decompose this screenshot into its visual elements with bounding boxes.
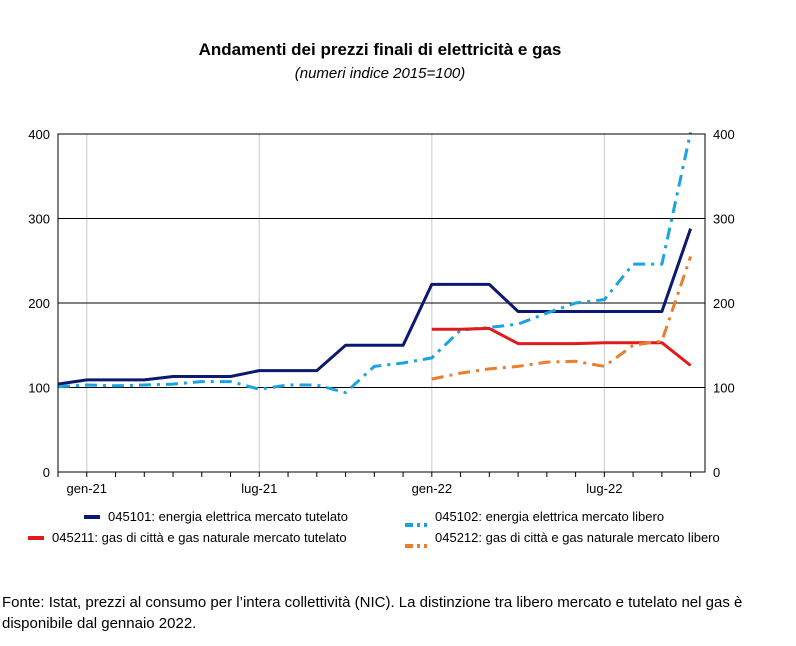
- y-tick-left-4: 400: [28, 127, 50, 142]
- x-tick-label-1: lug-21: [241, 481, 277, 496]
- y-tick-left-1: 100: [28, 381, 50, 396]
- chart-title: Andamenti dei prezzi finali di elettrici…: [198, 40, 562, 59]
- source-note: Fonte: Istat, prezzi al consumo per l’in…: [2, 594, 743, 632]
- y-tick-left-2: 200: [28, 296, 50, 311]
- series-line-2: [431, 326, 692, 367]
- y-tick-left-3: 300: [28, 212, 50, 227]
- series-layer: [57, 131, 693, 395]
- y-tick-right-3: 300: [713, 212, 735, 227]
- x-tick-label-3: lug-22: [586, 481, 622, 496]
- y-tick-left-0: 0: [43, 465, 50, 480]
- y-tick-right-0: 0: [713, 465, 720, 480]
- grid-layer: [58, 134, 705, 472]
- y-tick-right-1: 100: [713, 381, 735, 396]
- x-tick-label-2: gen-22: [412, 481, 452, 496]
- axis-layer: 0 0 100 100 200 200 300 300 400 400 gen-21 lug-21 ge…: [28, 127, 734, 496]
- series-line-1: [57, 131, 693, 395]
- y-tick-right-4: 400: [713, 127, 735, 142]
- plot-frame: [57, 133, 706, 473]
- series-line-3: [431, 256, 693, 381]
- x-tick-label-0: gen-21: [67, 481, 107, 496]
- y-tick-right-2: 200: [713, 296, 735, 311]
- chart-subtitle: (numeri indice 2015=100): [294, 65, 466, 82]
- series-line-0: [57, 228, 693, 386]
